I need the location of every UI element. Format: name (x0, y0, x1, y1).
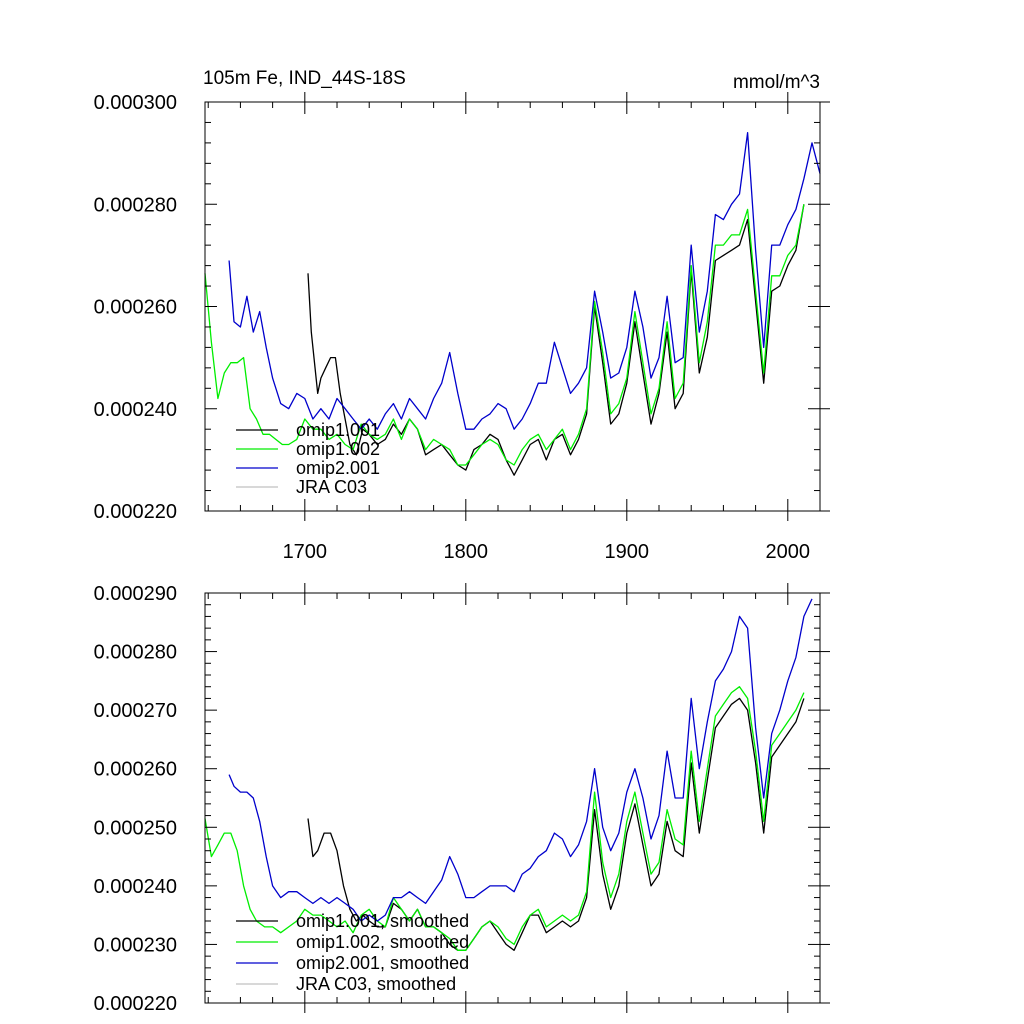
x-tick-label: 1800 (444, 541, 489, 563)
y-tick-label: 0.000250 (94, 817, 177, 839)
legend-label-2: omip2.001 (296, 458, 380, 478)
legend-label-1: omip1.002 (296, 439, 380, 459)
series-line-1 (204, 204, 805, 466)
chart-title: 105m Fe, IND_44S-18S (203, 68, 406, 89)
series-line-2 (228, 132, 821, 430)
series-line-1 (204, 686, 805, 951)
x-tick-label: 1900 (605, 541, 650, 563)
y-tick-label: 0.000290 (94, 583, 177, 605)
y-tick-label: 0.000260 (94, 759, 177, 781)
y-tick-label: 0.000230 (94, 934, 177, 956)
y-tick-label: 0.000240 (94, 399, 177, 421)
y-tick-label: 0.000220 (94, 993, 177, 1015)
bottom-plot-frame (204, 592, 821, 1004)
y-tick-label: 0.000280 (94, 642, 177, 664)
y-tick-label: 0.000260 (94, 297, 177, 319)
legend-label-3: JRA C03, smoothed (296, 974, 456, 994)
chart-units: mmol/m^3 (733, 72, 820, 93)
x-tick-label: 1700 (283, 541, 328, 563)
y-tick-label: 0.000240 (94, 876, 177, 898)
legend-label-0: omip1.001 (296, 420, 380, 440)
top-axis-layer: 0.000220 0.000240 0.000260 0.000280 0.000300… (94, 92, 830, 563)
legend-label-2: omip2.001, smoothed (296, 953, 469, 973)
series-line-0 (307, 697, 805, 951)
y-tick-label: 0.000220 (94, 501, 177, 523)
y-tick-label: 0.000270 (94, 700, 177, 722)
legend-label-1: omip1.002, smoothed (296, 932, 469, 952)
legend-label-0: omip1.001, smoothed (296, 911, 469, 931)
y-tick-label: 0.000280 (94, 194, 177, 216)
top-series-layer (204, 132, 821, 476)
bottom-panel: 0.000220 0.000230 0.000240 0.000250 0.000260… (94, 583, 830, 1015)
bottom-series-layer (204, 598, 813, 951)
x-tick-label: 2000 (766, 541, 811, 563)
bottom-axis-layer: 0.000220 0.000230 0.000240 0.000250 0.000260… (94, 583, 830, 1015)
series-line-0 (307, 204, 805, 476)
top-panel: 105m Fe, IND_44S-18S mmol/m^3 0.0002200.… (94, 68, 830, 563)
series-line-2 (228, 598, 813, 922)
legend-label-3: JRA C03 (296, 477, 367, 497)
y-tick-label: 0.000300 (94, 92, 177, 114)
